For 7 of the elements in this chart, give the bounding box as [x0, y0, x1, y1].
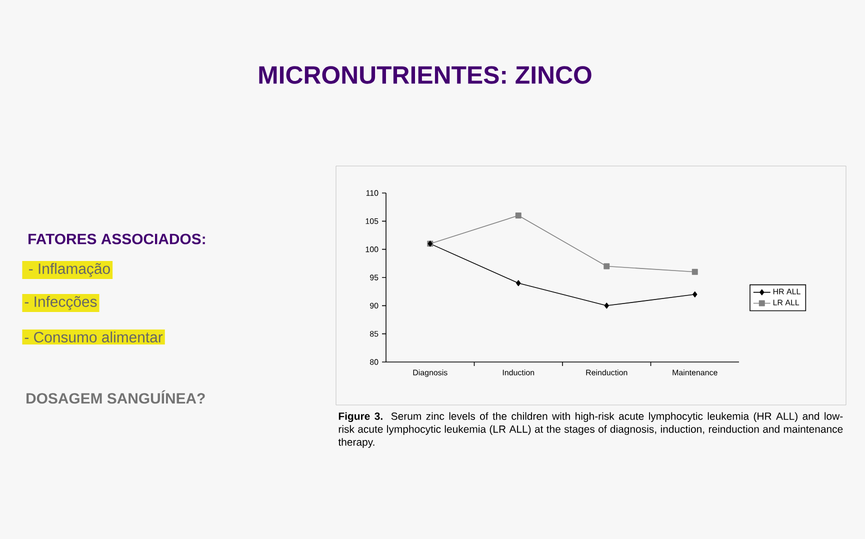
text: - Inflamação: [29, 262, 110, 277]
text: DOSAGEM SANGUÍNEA?: [26, 390, 205, 404]
chart-title: MICRONUTRIENTES: ZINCO: [259, 66, 592, 84]
text: - Consumo alimentar: [24, 332, 163, 342]
text: FATORES ASSOCIADOS:: [28, 234, 205, 244]
text: Figure 3. Serum zinc levels of the children with high-risk acute lymphocytic leukemia (HR ALL) and low-risk acute lymphocytic leukemia (LR ALL) at the stages of diagnosis, induction, reinduction and maintenance therapy.: [338, 412, 843, 448]
text: - Infecções: [24, 296, 97, 310]
